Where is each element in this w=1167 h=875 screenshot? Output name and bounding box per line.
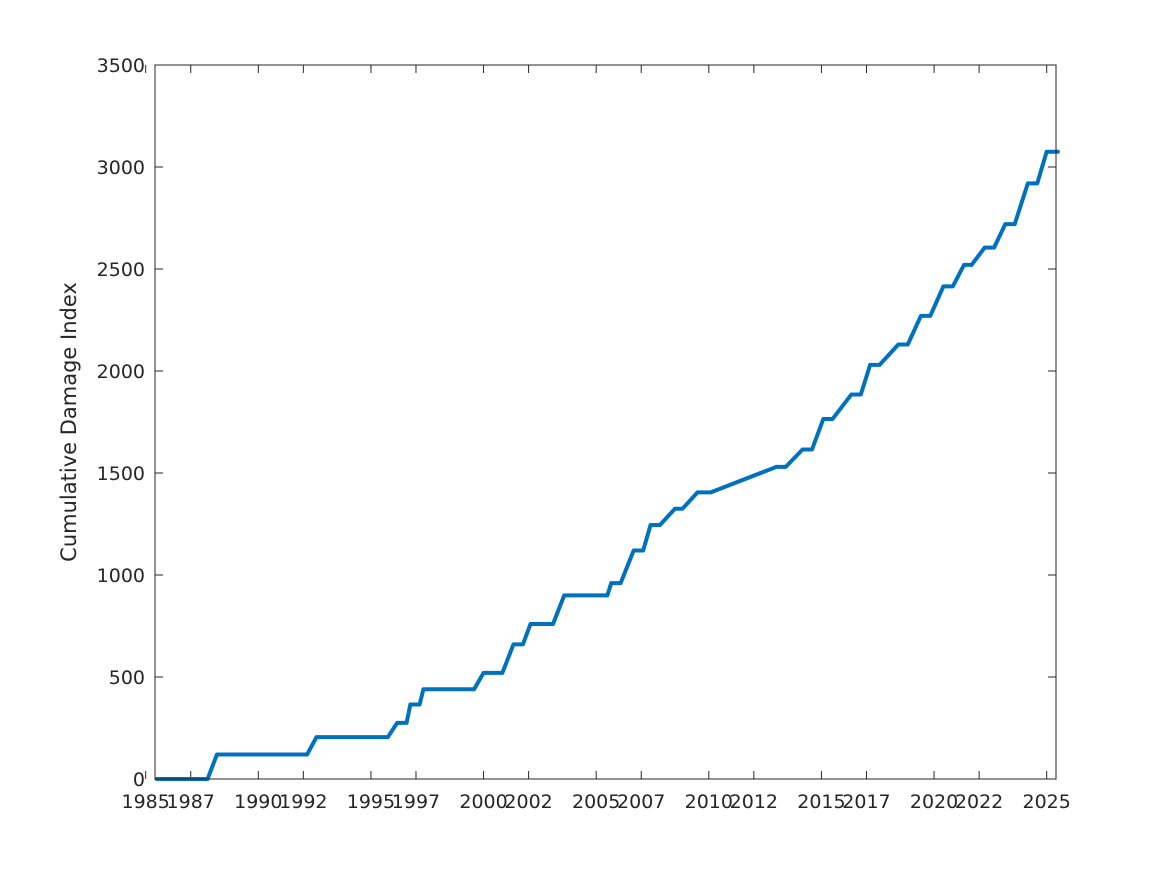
data-point bbox=[821, 417, 826, 421]
data-point bbox=[969, 263, 974, 267]
plot-background bbox=[155, 65, 1056, 779]
axis-ticks bbox=[145, 64, 1056, 780]
data-point bbox=[774, 465, 779, 469]
y-tick-label: 2000 bbox=[97, 361, 145, 383]
data-point bbox=[708, 490, 713, 495]
data-point bbox=[521, 642, 525, 647]
y-tick-label: 1000 bbox=[97, 565, 145, 587]
data-point bbox=[408, 702, 413, 707]
x-tick-label: 2022 bbox=[955, 791, 1003, 813]
x-tick-label: 2005 bbox=[572, 791, 620, 813]
data-point bbox=[849, 392, 854, 397]
series-group bbox=[154, 149, 1060, 781]
data-point bbox=[658, 523, 662, 527]
data-point bbox=[1056, 149, 1060, 154]
data-point bbox=[783, 465, 788, 469]
x-tick-label: 2012 bbox=[730, 791, 778, 813]
x-tick-label: 2002 bbox=[504, 791, 552, 813]
data-point bbox=[421, 687, 426, 692]
data-point bbox=[1012, 222, 1017, 226]
y-tick-label: 1500 bbox=[97, 463, 145, 485]
data-point bbox=[528, 622, 533, 626]
y-tick-label: 0 bbox=[133, 769, 145, 791]
data-point bbox=[868, 363, 872, 367]
x-tick-label: 2010 bbox=[685, 791, 733, 813]
data-point bbox=[472, 687, 476, 692]
x-tick-label: 1985 bbox=[122, 791, 170, 813]
data-point bbox=[431, 687, 435, 692]
y-axis-label: Cumulative Damage Index bbox=[57, 282, 81, 562]
series-line-0 bbox=[154, 149, 1060, 781]
data-point bbox=[810, 447, 814, 452]
data-point bbox=[1026, 181, 1030, 186]
data-point bbox=[962, 263, 966, 267]
data-point bbox=[919, 314, 923, 318]
data-point bbox=[395, 721, 399, 725]
data-point bbox=[631, 548, 636, 553]
data-point bbox=[896, 342, 901, 347]
data-point bbox=[500, 671, 505, 675]
data-point bbox=[417, 702, 422, 707]
data-point bbox=[830, 417, 835, 421]
data-point bbox=[305, 752, 309, 757]
data-point bbox=[385, 735, 390, 739]
data-point bbox=[673, 506, 677, 511]
data-point bbox=[562, 593, 567, 598]
data-point bbox=[605, 593, 610, 598]
x-tick-label: 1995 bbox=[347, 791, 395, 813]
plot-frame bbox=[154, 64, 1057, 780]
x-tick-label: 2000 bbox=[459, 791, 507, 813]
x-tick-label: 2015 bbox=[797, 791, 845, 813]
data-point bbox=[877, 363, 882, 367]
data-point bbox=[641, 548, 645, 553]
data-point bbox=[1044, 149, 1049, 154]
data-point bbox=[928, 314, 933, 318]
x-tick-label: 1990 bbox=[234, 791, 282, 813]
data-point bbox=[992, 245, 996, 250]
data-point bbox=[618, 581, 623, 585]
data-point bbox=[1003, 222, 1008, 226]
data-point bbox=[215, 752, 219, 757]
x-tick-label: 1987 bbox=[167, 791, 215, 813]
y-tick-label: 3000 bbox=[97, 157, 145, 179]
y-tick-labels: 0 500 1000 1500 2000 2500 3000 3500 bbox=[97, 55, 145, 791]
data-point bbox=[695, 490, 700, 495]
data-point bbox=[800, 447, 805, 452]
data-point bbox=[404, 721, 409, 725]
data-point bbox=[551, 622, 555, 626]
data-point bbox=[314, 735, 319, 739]
data-point bbox=[680, 506, 685, 511]
x-tick-label: 1997 bbox=[392, 791, 440, 813]
data-point bbox=[951, 284, 955, 289]
x-tick-label: 2017 bbox=[842, 791, 890, 813]
x-tick-label: 2007 bbox=[617, 791, 665, 813]
data-point bbox=[859, 392, 863, 397]
data-point bbox=[1035, 181, 1040, 186]
data-point bbox=[941, 284, 946, 289]
x-tick-label: 1992 bbox=[279, 791, 327, 813]
data-point bbox=[982, 245, 987, 250]
data-point bbox=[481, 671, 486, 675]
data-point bbox=[511, 642, 516, 647]
data-point bbox=[905, 342, 910, 347]
data-point bbox=[648, 523, 653, 527]
y-tick-label: 2500 bbox=[97, 259, 145, 281]
x-tick-label: 2020 bbox=[910, 791, 958, 813]
data-point bbox=[609, 581, 613, 585]
y-tick-label: 3500 bbox=[97, 55, 145, 77]
data-point bbox=[598, 593, 602, 598]
y-tick-label: 500 bbox=[109, 667, 145, 689]
x-tick-label: 2025 bbox=[1023, 791, 1071, 813]
